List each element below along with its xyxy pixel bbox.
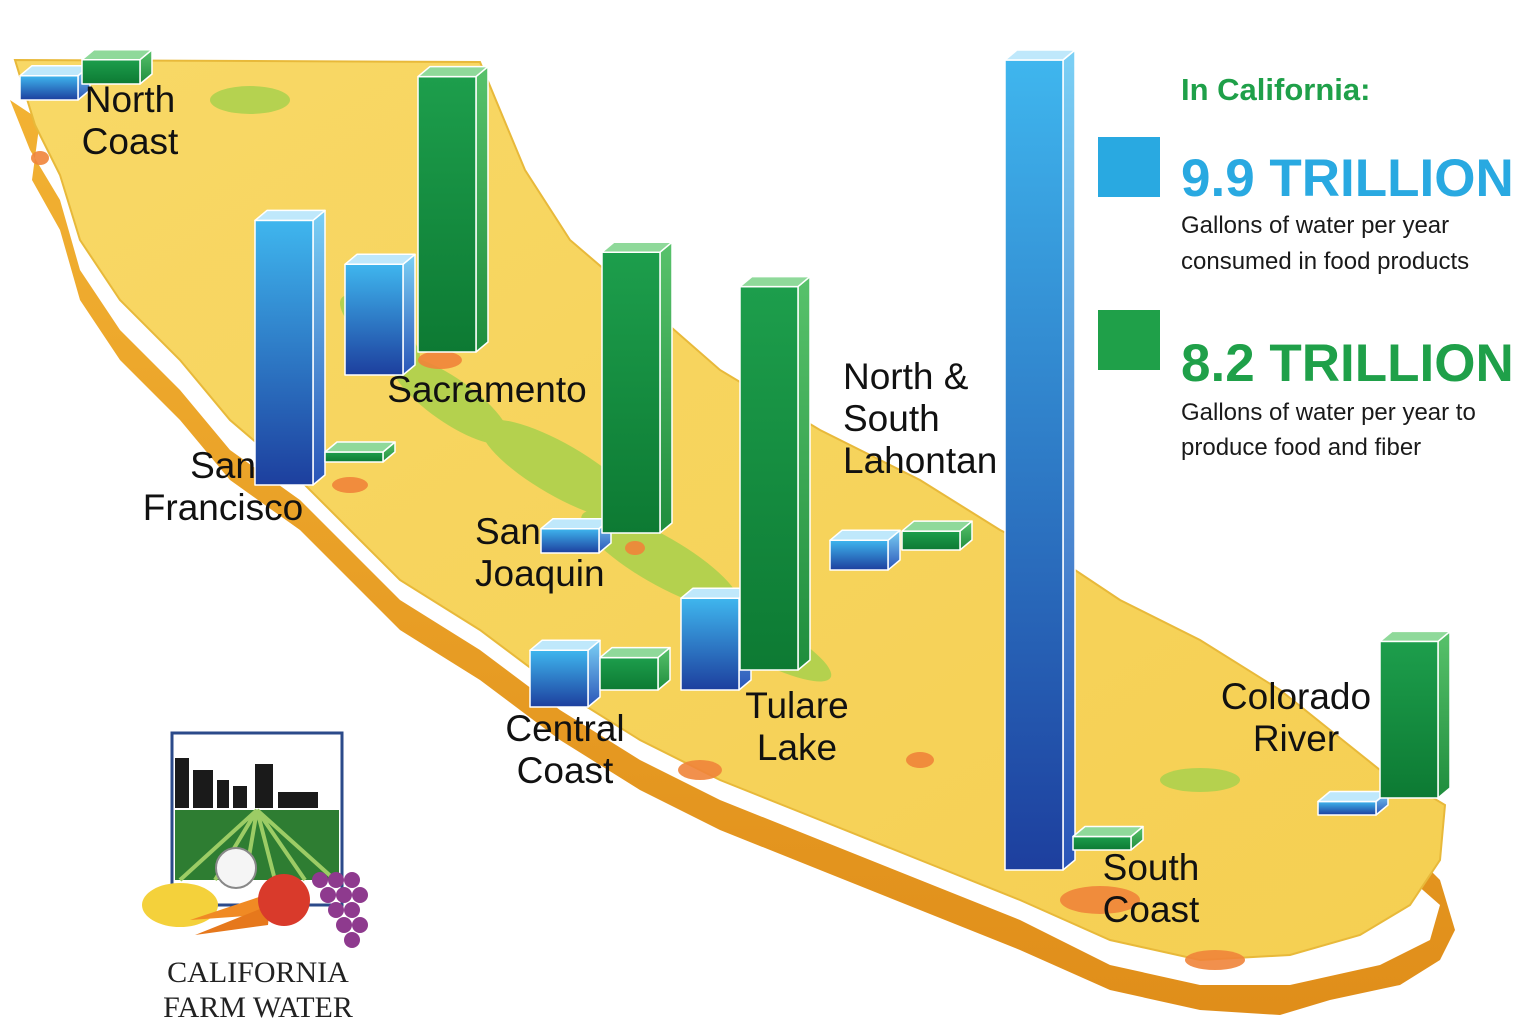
- region-label-line: Joaquin: [475, 553, 605, 594]
- bar-produced-san-joaquin: [601, 241, 673, 534]
- region-label-line: San: [475, 511, 541, 552]
- region-label-line: Tulare: [745, 685, 849, 726]
- region-label-line: South: [843, 398, 940, 439]
- region-label-line: Coast: [82, 121, 179, 162]
- logo-line1: CALIFORNIA: [167, 956, 349, 989]
- bar-produced-san-francisco: [324, 441, 396, 463]
- region-label-north-coast: North Coast: [82, 79, 179, 162]
- region-label-san-francisco: San Francisco: [143, 445, 303, 528]
- bar-layer: [19, 48, 1451, 871]
- legend-value-consumed: 9.9 TRILLION: [1181, 149, 1514, 208]
- bar-consumed-sacramento: [344, 253, 416, 376]
- region-label-line: Central: [505, 708, 624, 749]
- legend-heading: In California:: [1181, 72, 1370, 107]
- field-rows-icon: [175, 808, 339, 882]
- bar-produced-sacramento: [417, 65, 489, 353]
- legend-desc-produced-line2: produce food and fiber: [1181, 434, 1421, 461]
- legend-desc-consumed-line1: Gallons of water per year: [1181, 212, 1449, 239]
- bar-produced-colorado-river: [1379, 630, 1451, 799]
- bar-consumed-south-coast: [1004, 49, 1076, 871]
- region-label-line: Coast: [517, 750, 614, 791]
- bar-produced-lahontan: [901, 520, 973, 551]
- legend-value-produced: 8.2 TRILLION: [1181, 334, 1514, 393]
- logo-line2: FARM WATER: [163, 991, 353, 1022]
- bar-consumed-central-coast: [529, 639, 601, 708]
- region-label-line: River: [1253, 718, 1339, 759]
- bar-produced-south-coast: [1072, 825, 1144, 851]
- region-label-line: Sacramento: [387, 369, 587, 410]
- region-label-line: Lahontan: [843, 440, 997, 481]
- region-label-colorado-river: Colorado River: [1221, 676, 1371, 759]
- legend: In California: 9.9 TRILLION Gallons of w…: [1098, 72, 1514, 461]
- region-label-line: Coast: [1103, 889, 1200, 930]
- legend-swatch-consumed: [1098, 137, 1160, 197]
- region-label-line: South: [1103, 847, 1200, 888]
- bar-consumed-san-francisco: [254, 209, 326, 486]
- state-side-wall: [10, 100, 1455, 1015]
- bar-consumed-san-joaquin: [540, 517, 612, 554]
- region-label-south-coast: South Coast: [1103, 847, 1200, 930]
- bar-produced-tulare-lake: [739, 275, 811, 671]
- region-label-line: North: [85, 79, 175, 120]
- region-label-central-coast: Central Coast: [505, 708, 624, 791]
- region-label-san-joaquin: San Joaquin: [475, 511, 605, 594]
- legend-desc-produced-line1: Gallons of water per year to: [1181, 399, 1476, 426]
- produce-icon: [142, 847, 368, 948]
- bar-consumed-lahontan: [829, 529, 901, 571]
- legend-swatch-produced: [1098, 310, 1160, 370]
- region-label-line: Francisco: [143, 487, 303, 528]
- bar-produced-central-coast: [599, 646, 671, 691]
- region-label-line: Lake: [757, 727, 837, 768]
- skyline-icon: [175, 758, 318, 808]
- region-label-line: North &: [843, 356, 969, 397]
- region-label-sacramento: Sacramento: [387, 369, 587, 410]
- region-label-line: San: [190, 445, 256, 486]
- legend-desc-consumed-line2: consumed in food products: [1181, 248, 1469, 275]
- california-farm-water-logo: CALIFORNIA FARM WATER: [142, 731, 368, 1022]
- region-label-lahontan: North & South Lahontan: [843, 356, 997, 481]
- bar-produced-north-coast: [81, 48, 153, 85]
- urban-patches: [31, 151, 1245, 970]
- region-label-tulare-lake: Tulare Lake: [745, 685, 849, 768]
- bar-consumed-north-coast: [19, 64, 91, 101]
- region-label-line: Colorado: [1221, 676, 1371, 717]
- bar-consumed-colorado-river: [1317, 790, 1389, 816]
